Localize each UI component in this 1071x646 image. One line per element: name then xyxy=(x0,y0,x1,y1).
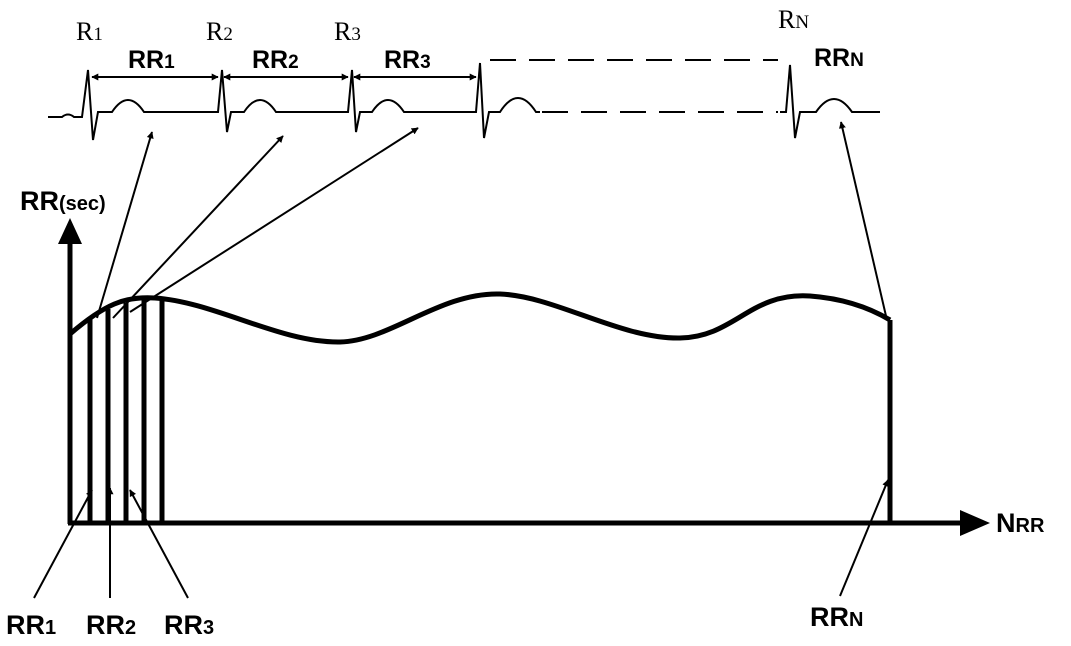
interval-label-rr1: RR1 xyxy=(128,46,175,74)
r-label-3: R3 xyxy=(334,17,361,46)
ecg-beat-4 xyxy=(472,62,540,139)
y-axis-arrowhead xyxy=(58,218,82,244)
interval-label-rrn: RRN xyxy=(814,44,864,72)
bar-label-rr1: RR1 xyxy=(6,610,56,640)
ecg-beat-2 xyxy=(212,69,342,133)
rr-bars xyxy=(87,298,893,523)
ecg-trace xyxy=(48,59,880,141)
bar-label-rrn: RRN xyxy=(810,602,863,632)
y-axis-label: RR(sec) xyxy=(20,186,106,216)
bar-arrow-rr1 xyxy=(33,489,93,599)
rr-tachogram-curve xyxy=(68,291,892,345)
r-label-2: R2 xyxy=(206,17,233,46)
axis-labels: RR(sec) NRR xyxy=(20,186,1045,538)
interval-label-rr2: RR2 xyxy=(252,46,299,74)
bar-labels: RR1 RR2 RR3 RRN xyxy=(6,602,863,640)
bar-arrow-rr3 xyxy=(129,489,189,599)
bar-label-arrows xyxy=(33,479,889,599)
interval-label-rr3: RR3 xyxy=(384,46,431,74)
mapping-arrow-rr2 xyxy=(112,135,284,319)
ecg-beat-3 xyxy=(342,69,472,133)
mapping-arrow-rr1 xyxy=(96,131,154,319)
ecg-beat-1 xyxy=(48,69,212,141)
r-label-1: R1 xyxy=(76,17,103,46)
r-peak-labels: R1 R2 R3 RN xyxy=(76,5,809,46)
interval-labels: RR1 RR2 RR3 RRN xyxy=(128,44,864,74)
x-axis-arrowhead xyxy=(960,510,990,536)
x-axis-label: NRR xyxy=(996,508,1045,538)
bar-arrow-rrn xyxy=(839,479,889,597)
mapping-arrow-rrn xyxy=(839,121,887,317)
tachogram-axes xyxy=(58,218,990,536)
mapping-arrow-rr3 xyxy=(129,127,419,313)
bar-label-rr3: RR3 xyxy=(164,610,214,640)
r-label-n: RN xyxy=(778,5,809,34)
ecg-beat-n xyxy=(780,64,880,139)
bar-label-rr2: RR2 xyxy=(86,610,136,640)
mapping-arrows xyxy=(96,121,887,319)
